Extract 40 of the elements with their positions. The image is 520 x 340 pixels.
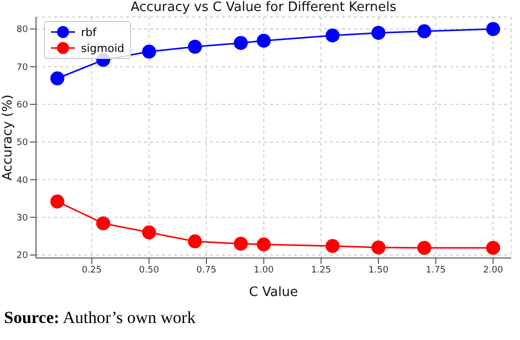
legend-label: sigmoid [81, 42, 124, 54]
point [188, 40, 202, 54]
legend-label: rbf [81, 26, 96, 38]
y-tick-label: 20 [16, 251, 28, 262]
point [256, 34, 271, 48]
x-tick-label: 1.75 [426, 265, 446, 276]
x-tick-label: 1.25 [311, 265, 332, 276]
point [417, 24, 432, 38]
point [142, 225, 156, 240]
y-axis-title: Accuracy (%) [0, 94, 16, 180]
y-tick-label: 60 [16, 100, 28, 111]
point [486, 22, 500, 36]
x-tick-label: 2.00 [483, 265, 504, 276]
x-axis-title: C Value [249, 285, 298, 300]
point [371, 26, 386, 40]
x-tick-label: 0.50 [139, 265, 160, 276]
y-tick-label: 70 [16, 62, 28, 73]
point [188, 234, 202, 248]
y-tick-label: 80 [16, 25, 28, 36]
x-tick-label: 0.75 [196, 265, 216, 276]
point [256, 237, 271, 252]
y-tick-label: 40 [16, 176, 28, 186]
point [417, 240, 432, 255]
source-note: Source: Author’s own work [3, 307, 197, 328]
point [371, 240, 386, 254]
x-tick-label: 1.00 [254, 265, 274, 276]
x-tick-label: 1.50 [368, 265, 389, 276]
point [142, 44, 156, 59]
point [234, 36, 248, 50]
y-tick-label: 30 [16, 214, 28, 224]
y-tick-label: 50 [16, 138, 28, 148]
point [96, 216, 110, 230]
point [234, 236, 248, 251]
point [326, 28, 340, 42]
point [486, 240, 500, 255]
x-tick-label: 0.25 [82, 265, 102, 276]
point [50, 71, 64, 86]
point [50, 194, 64, 209]
point [326, 238, 340, 253]
chart-title: Accuracy vs C Value for Different Kernels [130, 0, 398, 15]
